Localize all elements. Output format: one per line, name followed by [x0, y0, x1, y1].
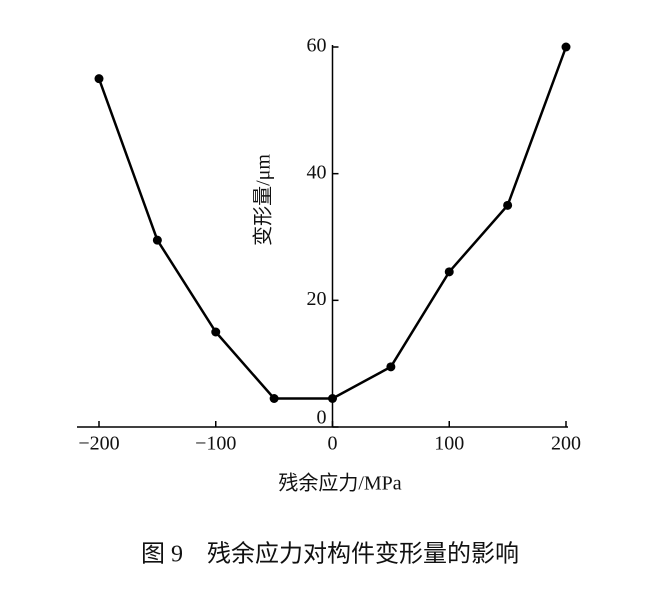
- y-tick-label: 0: [317, 407, 327, 429]
- y-tick-label: 40: [307, 161, 327, 183]
- marker: [444, 267, 454, 277]
- x-axis-label: 残余应力/MPa: [278, 472, 401, 495]
- y-axis-label: 变形量/μm: [252, 154, 275, 246]
- caption: 图 9 残余应力对构件变形量的影响: [141, 541, 519, 568]
- x-tick-label: 0: [328, 433, 338, 455]
- y-tick-label: 60: [307, 35, 327, 57]
- x-tick-label: 200: [551, 433, 581, 455]
- marker: [328, 394, 337, 403]
- y-tick-label: 20: [307, 288, 327, 310]
- marker: [94, 74, 104, 84]
- marker: [561, 42, 571, 52]
- marker: [386, 362, 396, 372]
- marker: [152, 235, 162, 245]
- marker: [211, 327, 221, 337]
- x-tick-label: −100: [195, 433, 236, 455]
- x-tick-label: −200: [78, 433, 119, 455]
- marker: [269, 394, 279, 403]
- marker: [503, 200, 513, 210]
- x-tick-label: 100: [434, 433, 464, 455]
